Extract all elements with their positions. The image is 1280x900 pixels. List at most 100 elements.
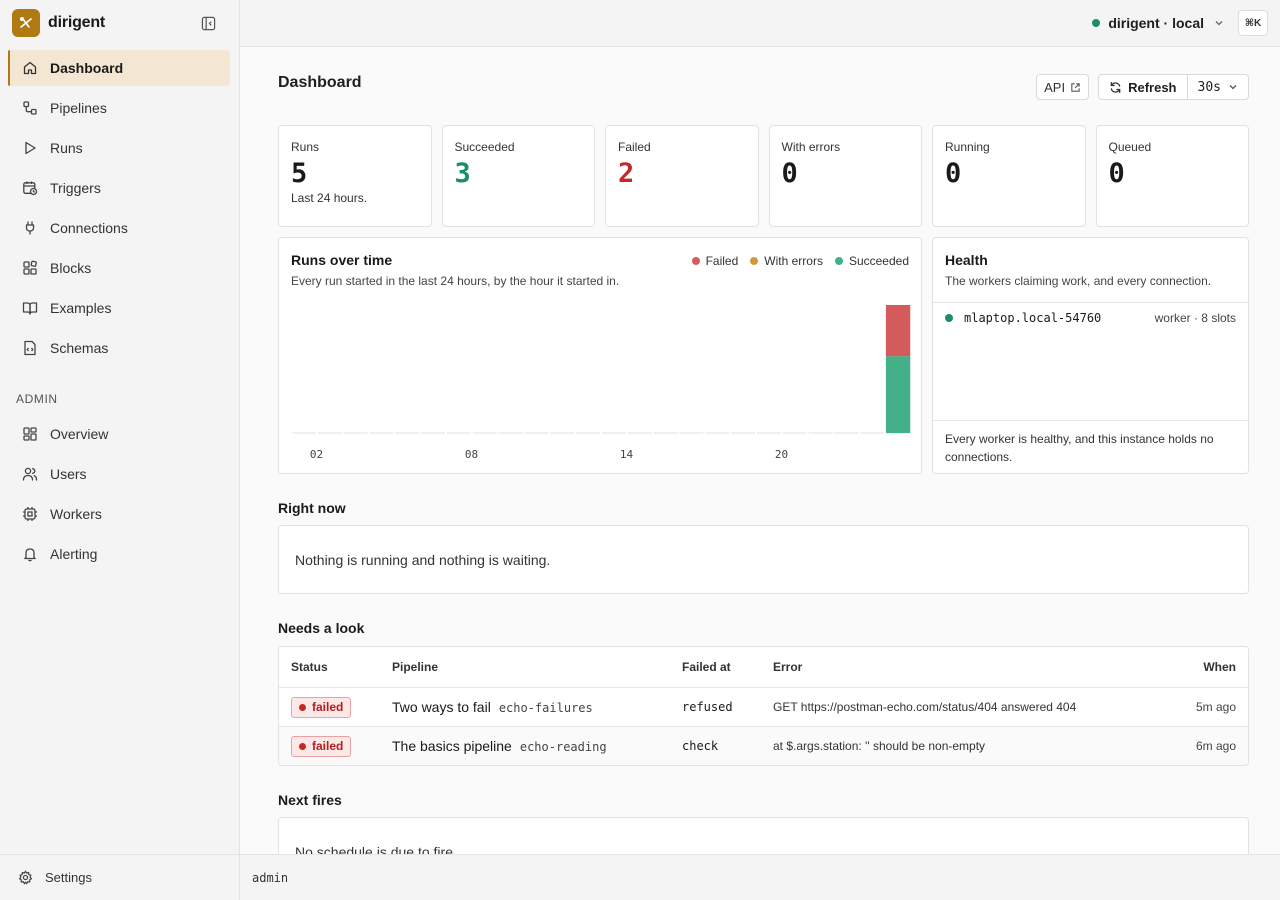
api-label: API [1044,79,1066,95]
nav-item-alerting[interactable]: Alerting [8,536,230,572]
stat-label: Succeeded [454,140,515,154]
stat-value: 0 [1108,158,1125,189]
refresh-label: Refresh [1128,79,1177,95]
table-row[interactable]: failed The basics pipeline echo-reading c… [279,726,1248,765]
play-icon [22,140,38,156]
stat-queued[interactable]: Queued 0 [1095,125,1249,227]
interval-value: 30s [1197,79,1221,95]
x-tick-label: 08 [465,448,478,461]
nav-item-triggers[interactable]: Triggers [8,170,230,206]
calendar-clock-icon [22,180,38,196]
needs-look-table: Status Pipeline Failed at Error When fai… [278,646,1249,766]
nav-item-users[interactable]: Users [8,456,230,492]
stat-label: Queued [1108,140,1152,154]
nav-label: Schemas [50,340,109,356]
nav-item-pipelines[interactable]: Pipelines [8,90,230,126]
nav-label: Pipelines [50,100,107,116]
dirigent-logo[interactable] [12,9,40,37]
right-now-message: Nothing is running and nothing is waitin… [295,552,551,568]
stat-with-errors[interactable]: With errors 0 [768,125,922,227]
col-failed-at[interactable]: Failed at [682,660,731,674]
worker-row[interactable]: mlaptop.local-54760 worker · 8 slots [933,303,1248,325]
legend-succeeded: Succeeded [834,254,909,268]
main-nav: Dashboard Pipelines Runs Triggers Connec… [0,46,239,572]
health-title: Health [945,252,988,268]
stat-running[interactable]: Running 0 [932,125,1086,227]
nav-item-connections[interactable]: Connections [8,210,230,246]
chevron-down-icon [1229,85,1237,90]
stat-failed[interactable]: Failed 2 [605,125,759,227]
table-row[interactable]: failed Two ways to fail echo-failures ref… [279,687,1248,726]
bar-succeeded[interactable] [885,356,911,433]
cpu-icon [22,506,38,522]
nav-label: Dashboard [50,60,124,76]
nav-label: Examples [50,300,112,316]
instance-switcher[interactable]: dirigent · local [1092,15,1224,31]
settings-link[interactable]: Settings [0,854,239,900]
stat-succeeded[interactable]: Succeeded 3 [441,125,595,227]
bar-failed[interactable] [885,305,911,357]
nav-label: Connections [50,220,128,236]
nav-label: Blocks [50,260,92,276]
refresh-icon [1110,81,1121,93]
worker-status-dot [945,314,953,322]
api-button[interactable]: API [1036,74,1090,100]
failed-at-step: check [682,739,719,753]
health-footer: Every worker is healthy, and this instan… [933,420,1248,473]
brand-name: dirigent [48,14,106,31]
table-header: Status Pipeline Failed at Error When [279,647,1248,687]
nav-item-examples[interactable]: Examples [8,290,230,326]
needs-look-title: Needs a look [278,620,365,636]
book-icon [22,300,38,316]
brand: dirigent [0,0,239,46]
refresh-interval-select[interactable]: 30s [1186,75,1248,99]
status-badge: failed [291,696,352,718]
chart-legend: Failed With errors Succeeded [680,254,909,268]
next-fires-title: Next fires [278,792,342,808]
pipeline-name[interactable]: The basics pipeline [392,738,512,754]
col-error[interactable]: Error [773,660,803,674]
pipeline-name[interactable]: Two ways to fail [392,699,491,715]
file-code-icon [22,340,38,356]
pipeline-slug: echo-failures [498,701,593,715]
nav-item-blocks[interactable]: Blocks [8,250,230,286]
status-badge: failed [291,735,352,757]
x-tick-label: 02 [310,448,323,461]
nav-label: Runs [50,140,83,156]
col-status[interactable]: Status [291,660,328,674]
grid-icon [22,426,38,442]
legend-label: Succeeded [848,254,909,268]
nav-item-dashboard[interactable]: Dashboard [8,50,230,86]
nav-item-schemas[interactable]: Schemas [8,330,230,366]
gear-icon [18,870,33,885]
legend-label: With errors [764,254,823,268]
right-now-title: Right now [278,500,346,516]
collapse-sidebar-button[interactable] [197,12,219,34]
worker-meta: worker · 8 slots [1154,311,1236,325]
nav-label: Triggers [50,180,101,196]
plug-icon [22,220,38,236]
refresh-button[interactable]: Refresh [1099,75,1186,99]
nav-label: Workers [50,506,102,522]
instance-name: dirigent · local [1108,15,1204,31]
stat-runs[interactable]: Runs 5 Last 24 hours. [278,125,432,227]
nav-item-runs[interactable]: Runs [8,130,230,166]
stat-label: Runs [291,140,320,154]
x-tick-label: 14 [620,448,634,461]
statusbar: admin [240,854,1280,900]
status-text: failed [312,700,344,714]
col-when[interactable]: When [1203,660,1236,674]
command-palette-button[interactable]: ⌘K [1238,10,1268,36]
stat-value: 0 [781,158,798,189]
current-user: admin [252,870,289,885]
col-pipeline[interactable]: Pipeline [392,660,439,674]
settings-label: Settings [45,870,92,885]
main-content: Dashboard API Refresh 30s Runs 5 [240,47,1280,854]
error-message: at $.args.station: '' should be non-empt… [773,739,986,753]
refresh-group: Refresh 30s [1098,74,1249,100]
stat-label: With errors [781,140,841,154]
chart-subtitle: Every run started in the last 24 hours, … [291,274,620,288]
nav-item-workers[interactable]: Workers [8,496,230,532]
sidebar: dirigent Dashboard Pipelines Runs Trigge… [0,0,240,900]
nav-item-overview[interactable]: Overview [8,416,230,452]
